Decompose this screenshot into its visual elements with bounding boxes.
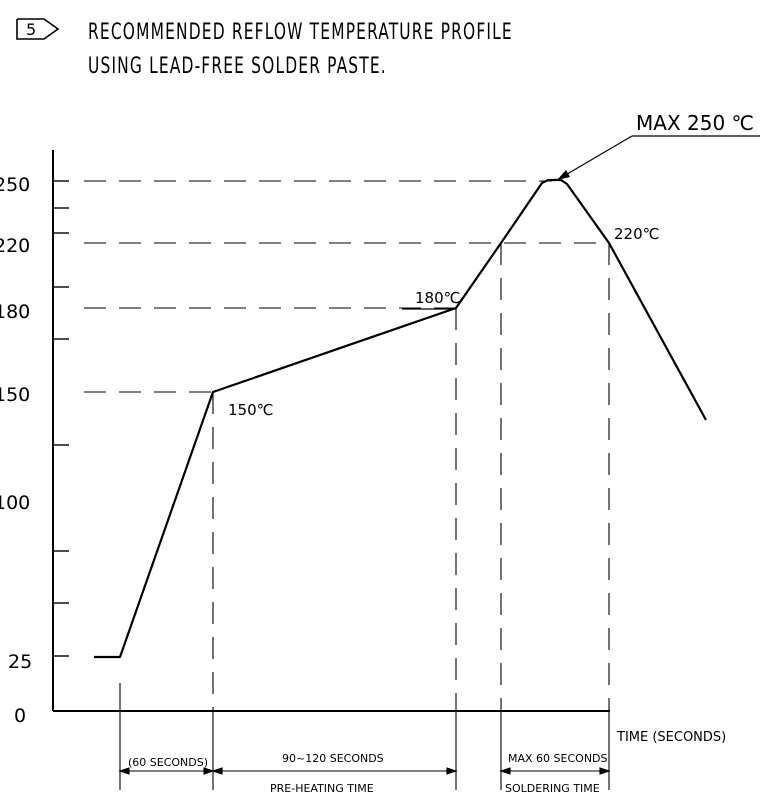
reference-lines: [84, 180, 610, 711]
y-tick-label-100: 100: [0, 492, 30, 514]
note-title-line-1: RECOMMENDED REFLOW TEMPERATURE PROFILE: [88, 20, 513, 45]
arrowhead: [118, 767, 130, 775]
arrowhead: [211, 767, 223, 775]
interval-labels: (60 SECONDS) 90~120 SECONDS PRE-HEATING …: [128, 752, 608, 793]
temperature-profile-line: [94, 178, 707, 659]
y-tick-label-250: 250: [0, 174, 30, 196]
y-tick-label-180: 180: [0, 301, 30, 323]
label-180c: 180℃: [415, 289, 460, 307]
note-number: 5: [26, 20, 36, 39]
arrowhead: [599, 767, 611, 775]
peak-callout: MAX 250 ℃: [556, 111, 760, 181]
y-tick-label-220: 220: [0, 235, 30, 257]
interval-60s-label: (60 SECONDS): [128, 756, 208, 769]
arrowhead: [499, 767, 511, 775]
label-150c: 150℃: [228, 401, 273, 419]
x-axis-label: TIME (SECONDS): [616, 730, 726, 745]
point-labels: 150℃ 180℃ 220℃: [228, 225, 659, 419]
callout-leader: [556, 135, 633, 181]
axes: [52, 150, 610, 712]
label-220c: 220℃: [614, 225, 659, 243]
arrowhead: [203, 767, 215, 775]
interval-soldering-sublabel: SOLDERING TIME: [505, 782, 600, 793]
note-number-box: 5: [16, 18, 60, 40]
interval-extension-lines: [119, 683, 610, 790]
y-axis-ticks: [53, 180, 69, 657]
interval-dimensions: [118, 767, 611, 775]
arrowhead: [446, 767, 458, 775]
y-tick-labels: 250 220 180 150 100 25 0: [0, 174, 32, 727]
note-title: RECOMMENDED REFLOW TEMPERATURE PROFILE U…: [88, 16, 513, 84]
y-tick-label-150: 150: [0, 384, 30, 406]
peak-callout-label: MAX 250 ℃: [636, 111, 754, 135]
interval-preheat-sublabel: PRE-HEATING TIME: [270, 782, 374, 793]
callout-arrowhead: [557, 170, 570, 180]
y-tick-label-0: 0: [14, 705, 26, 727]
interval-preheat-label: 90~120 SECONDS: [282, 752, 384, 765]
note-title-line-2: USING LEAD-FREE SOLDER PASTE.: [88, 54, 387, 79]
y-tick-label-25: 25: [8, 651, 32, 673]
interval-soldering-label: MAX 60 SECONDS: [508, 752, 608, 765]
